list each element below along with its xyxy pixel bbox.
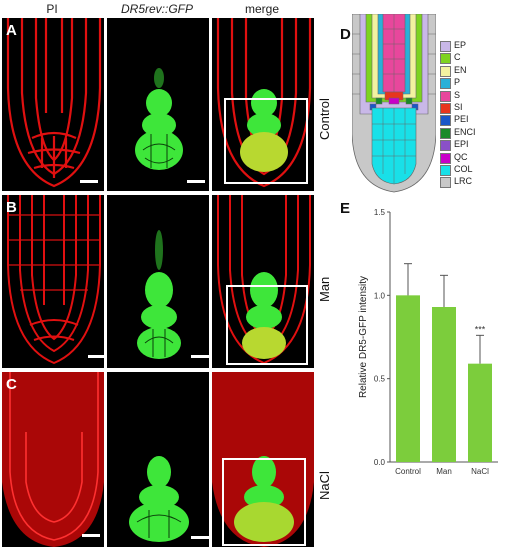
micrograph-b-pi: B	[2, 195, 104, 368]
panel-letter-c: C	[6, 376, 17, 393]
legend-swatch	[440, 140, 451, 152]
scale-bar	[80, 180, 98, 183]
legend-label: SI	[454, 102, 463, 112]
micrograph-c-gfp	[107, 372, 209, 547]
root-tip-diagram	[352, 14, 436, 193]
legend-label: C	[454, 52, 461, 63]
legend-label: COL	[454, 164, 473, 174]
scale-bar	[82, 534, 100, 537]
bar-man	[432, 307, 456, 462]
y-axis-label: Relative DR5-GFP intensity	[358, 276, 369, 398]
bar-control	[396, 295, 420, 462]
y-tick-label: 1.5	[374, 208, 386, 217]
column-title-pi: PI	[46, 2, 58, 16]
panel-letter-b: B	[6, 199, 17, 216]
bar-nacl	[468, 363, 492, 462]
legend-swatch	[440, 177, 451, 189]
panel-letter-a: A	[6, 22, 17, 39]
legend-label: S	[454, 89, 461, 100]
column-title-gfp: DR5rev::GFP	[120, 2, 193, 16]
legend-swatch	[440, 115, 451, 127]
micrograph-c-pi: C	[2, 372, 104, 547]
panel-letter-d: D	[340, 26, 351, 43]
legend-label: QC	[454, 151, 468, 162]
micrograph-b-merge	[212, 195, 314, 368]
scale-bar	[191, 536, 209, 539]
legend-label: ENCI	[454, 126, 476, 137]
micrograph-a-pi: A	[2, 18, 104, 191]
significance-label: ***	[475, 324, 486, 334]
column-title-merge: merge	[244, 2, 279, 16]
legend-label: EPI	[454, 139, 469, 150]
panel-letter-e: E	[340, 200, 351, 217]
zoom-box	[224, 98, 308, 184]
scale-bar	[187, 180, 205, 183]
legend-swatch	[440, 103, 451, 114]
dr5-intensity-chart: 0.0 0.5 1.0 1.5 Relative DR5-GFP intensity Co…	[358, 208, 498, 476]
zoom-box	[226, 285, 308, 365]
y-tick-label: 1.0	[374, 291, 386, 300]
scale-bar	[191, 355, 209, 358]
legend-label: LRC	[454, 176, 473, 187]
legend-swatch	[440, 165, 451, 176]
x-tick-label: NaCl	[471, 467, 489, 476]
legend-swatch	[440, 152, 451, 164]
x-tick-label: Control	[395, 467, 421, 476]
legend-swatch	[440, 78, 451, 90]
legend-label: P	[454, 77, 461, 88]
legend-swatch	[440, 127, 451, 139]
row-label-control: Control	[317, 98, 332, 140]
legend-label: EP	[454, 40, 467, 50]
micrograph-a-merge	[212, 18, 314, 191]
legend-label: PEI	[454, 114, 469, 125]
legend-label: EN	[454, 64, 467, 75]
micrograph-a-gfp	[107, 18, 209, 191]
zoom-box	[222, 458, 306, 546]
legend-swatch	[440, 65, 451, 77]
micrograph-b-gfp	[107, 195, 209, 368]
scale-bar	[88, 355, 104, 358]
x-tick-label: Man	[436, 467, 452, 476]
y-tick-label: 0.5	[374, 375, 386, 384]
legend-swatch	[440, 90, 451, 102]
micrograph-c-merge	[212, 372, 314, 547]
legend-swatch	[440, 53, 451, 65]
legend-swatch	[440, 41, 451, 52]
y-tick-label: 0.0	[374, 458, 386, 467]
